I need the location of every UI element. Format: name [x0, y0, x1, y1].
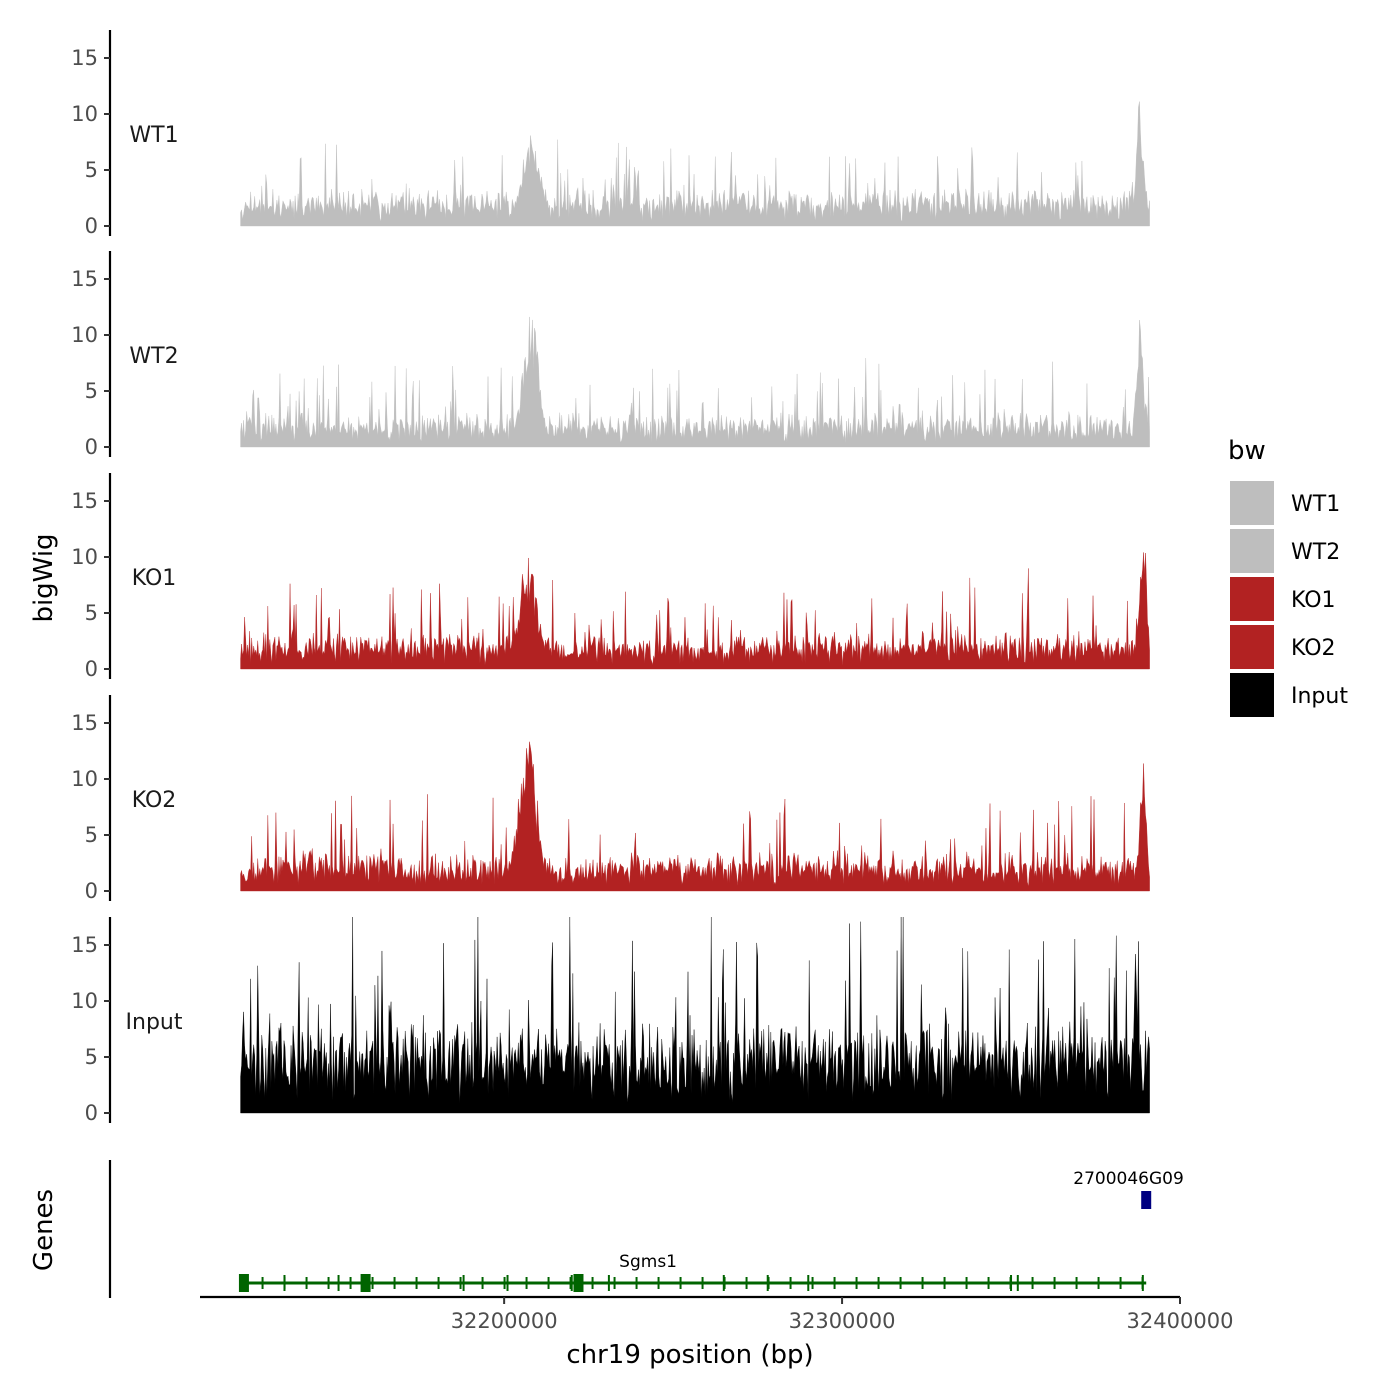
legend-swatch-ko2: [1230, 625, 1274, 669]
legend-label-ko2: KO2: [1291, 636, 1336, 661]
y-tick-label: 5: [85, 379, 98, 403]
exon: [766, 1275, 769, 1291]
y-tick-label: 0: [85, 657, 98, 681]
major-exon: [238, 1274, 249, 1292]
track-label: Input: [126, 1010, 183, 1035]
exon: [283, 1275, 286, 1291]
y-tick-label: 5: [85, 1045, 98, 1069]
bigwig-tracks: 0 5 10 15 WT1 0 5 10 15 WT2 0 5 10 15 KO1 0 5 10 15 KO2 0 5 10…: [71, 30, 1150, 1125]
x-tick-label: 32200000: [451, 1309, 558, 1333]
exon: [1141, 1275, 1144, 1291]
exon: [607, 1275, 610, 1291]
legend-label-wt1: WT1: [1291, 492, 1340, 517]
y-tick-label: 10: [71, 102, 98, 126]
track-ko2: 0 5 10 15 KO2: [71, 695, 1150, 903]
y-tick-label: 10: [71, 767, 98, 791]
genes-panel-title: Genes: [29, 1189, 59, 1271]
gene-sgms1: Sgms1: [238, 1252, 1147, 1292]
track-label: KO2: [132, 788, 177, 813]
track-ko1: 0 5 10 15 KO1: [71, 473, 1150, 681]
legend-label-ko1: KO1: [1291, 588, 1336, 613]
y-tick-label: 5: [85, 823, 98, 847]
y-tick-label: 5: [85, 158, 98, 182]
y-tick-label: 5: [85, 601, 98, 625]
y-tick-label: 15: [71, 933, 98, 957]
legend: bw WT1 WT2 KO1 KO2 Input: [1228, 436, 1348, 717]
signal-area-ko1: [240, 552, 1150, 670]
legend-label-wt2: WT2: [1291, 540, 1340, 565]
signal-area-wt2: [240, 316, 1150, 448]
y-tick-label: 0: [85, 1101, 98, 1125]
gene-label: Sgms1: [619, 1252, 677, 1272]
exon: [570, 1275, 573, 1291]
major-exon: [1141, 1191, 1152, 1209]
exon: [462, 1275, 465, 1291]
gene-label: 2700046G09: [1073, 1169, 1184, 1189]
legend-title: bw: [1228, 436, 1266, 466]
x-tick-label: 32400000: [1127, 1309, 1234, 1333]
exon: [1010, 1275, 1013, 1291]
exon: [1016, 1275, 1019, 1291]
gene-2700046g09: 2700046G09: [1073, 1169, 1184, 1209]
track-input: 0 5 10 15 Input: [71, 916, 1150, 1125]
y-tick-label: 10: [71, 545, 98, 569]
y-tick-label: 15: [71, 46, 98, 70]
y-tick-label: 10: [71, 989, 98, 1013]
major-exon: [573, 1274, 584, 1292]
legend-swatch-wt1: [1230, 481, 1274, 525]
x-tick-label: 32300000: [789, 1309, 896, 1333]
legend-label-input: Input: [1291, 684, 1348, 709]
exon: [722, 1275, 725, 1291]
y-tick-label: 0: [85, 879, 98, 903]
y-tick-label: 15: [71, 267, 98, 291]
signal-area-ko2: [240, 741, 1150, 892]
signal-area-wt1: [240, 101, 1150, 227]
y-tick-label: 10: [71, 323, 98, 347]
legend-swatch-input: [1230, 673, 1274, 717]
exon: [337, 1275, 340, 1291]
major-exon: [360, 1274, 371, 1292]
signal-area-input: [240, 916, 1150, 1114]
x-axis-title: chr19 position (bp): [566, 1340, 813, 1370]
y-tick-label: 0: [85, 214, 98, 238]
x-axis: 32200000 32300000 32400000: [200, 1295, 1234, 1333]
track-label: WT1: [129, 123, 178, 148]
gene-panel: Sgms1 2700046G09: [108, 1160, 1184, 1298]
exon: [807, 1275, 810, 1291]
y-tick-label: 15: [71, 711, 98, 735]
legend-swatch-ko1: [1230, 577, 1274, 621]
legend-swatch-wt2: [1230, 529, 1274, 573]
y-tick-label: 15: [71, 489, 98, 513]
y-axis-title: bigWig: [29, 533, 59, 622]
track-wt1: 0 5 10 15 WT1: [71, 30, 1150, 238]
track-wt2: 0 5 10 15 WT2: [71, 251, 1150, 459]
track-label: WT2: [129, 344, 178, 369]
track-label: KO1: [132, 566, 177, 591]
y-tick-label: 0: [85, 435, 98, 459]
exon: [506, 1275, 509, 1291]
